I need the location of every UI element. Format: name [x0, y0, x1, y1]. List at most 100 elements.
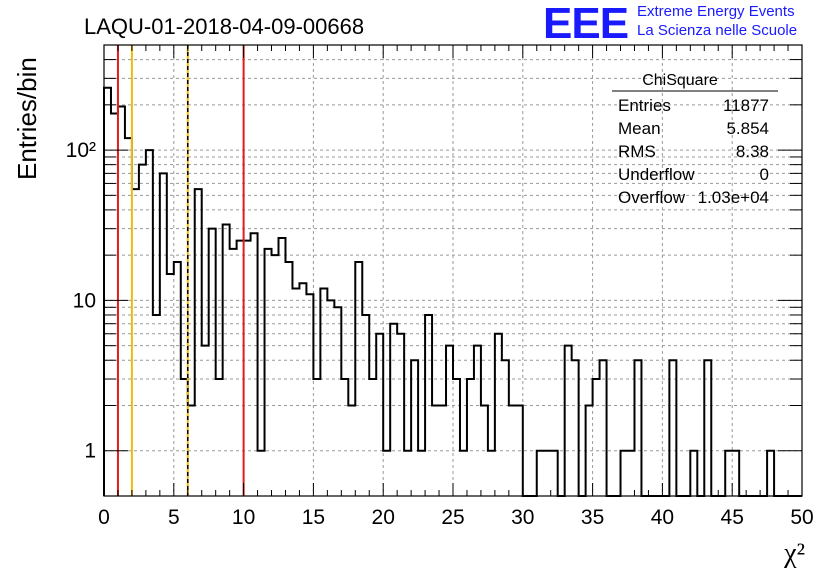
stats-label: Mean: [618, 119, 661, 138]
histogram-bin: [202, 346, 209, 496]
histogram-bin: [306, 294, 313, 496]
histogram-bin: [362, 315, 369, 496]
x-tick-label: 15: [302, 506, 325, 529]
stats-value: 8.38: [736, 142, 769, 161]
histogram-bin: [600, 360, 607, 496]
y-axis: 1 10 10²: [66, 44, 802, 463]
histogram-bin: [628, 451, 635, 496]
histogram-bin: [167, 274, 174, 496]
x-tick-label: 30: [511, 506, 534, 529]
histogram-bin: [251, 233, 258, 496]
histogram-bin: [341, 379, 348, 496]
histogram-bin: [439, 405, 446, 496]
histogram-bin: [481, 405, 488, 496]
y-tick-label: 1: [84, 440, 96, 463]
histogram-bin: [495, 334, 502, 496]
histogram-bin: [621, 451, 628, 496]
histogram-bin: [355, 262, 362, 496]
histogram-bin: [313, 379, 320, 496]
histogram-bin: [320, 289, 327, 496]
stats-value: 0: [760, 165, 769, 184]
histogram-bin: [516, 405, 523, 496]
histogram-bin: [181, 379, 188, 496]
histogram-bin: [132, 189, 139, 496]
x-tick-label: 0: [98, 506, 110, 529]
x-tick-label: 45: [721, 506, 744, 529]
histogram-bin: [139, 165, 146, 496]
histogram-bin: [767, 451, 774, 496]
histogram-bin: [376, 334, 383, 496]
histogram-bin: [118, 106, 125, 496]
histogram-bin: [265, 249, 272, 496]
x-axis-title: χ²: [783, 538, 805, 569]
x-axis: 0 5 10 15 20 25 30 35 40 45 50: [98, 45, 814, 529]
histogram-bin: [285, 262, 292, 496]
stats-label: Overflow: [618, 188, 686, 207]
histogram-bin: [195, 189, 202, 496]
histogram-bin: [104, 88, 111, 496]
histogram-bin: [404, 451, 411, 496]
y-axis-title: Entries/bin: [12, 57, 42, 180]
histogram-bin: [551, 451, 558, 496]
histogram-bin: [432, 405, 439, 496]
x-tick-label: 50: [790, 506, 813, 529]
histogram-bin: [348, 405, 355, 496]
stats-rows: Entries 11877 Mean 5.854 RMS 8.38 Underflow 0 Ov…: [618, 96, 769, 207]
histogram-bin: [425, 315, 432, 496]
histogram-bin: [488, 451, 495, 496]
histogram-bin: [160, 173, 167, 496]
histogram-bin: [411, 360, 418, 496]
histogram-bin: [390, 324, 397, 496]
histogram-bin: [146, 150, 153, 496]
histogram-bin: [509, 405, 516, 496]
stats-label: Entries: [618, 96, 671, 115]
threshold-lines: [116, 45, 245, 496]
histogram-bin: [537, 451, 544, 496]
histogram-bin: [565, 346, 572, 496]
y-tick-label: 10²: [66, 139, 96, 162]
x-tick-label: 40: [651, 506, 674, 529]
histogram-bin: [369, 379, 376, 496]
histogram-bin: [383, 451, 390, 496]
histogram-bin: [446, 346, 453, 496]
histogram-bin: [502, 360, 509, 496]
x-tick-label: 35: [581, 506, 604, 529]
histogram-bin: [223, 224, 230, 496]
y-tick-label: 10: [73, 289, 96, 312]
x-tick-label: 5: [168, 506, 180, 529]
histogram-bin: [327, 300, 334, 496]
x-tick-label: 20: [372, 506, 395, 529]
histogram-bin: [690, 451, 697, 496]
histogram-bin: [292, 289, 299, 496]
histogram-bin: [111, 114, 118, 496]
histogram-bin: [244, 241, 251, 496]
histogram-bin: [704, 360, 711, 496]
histogram-bin: [397, 334, 404, 496]
stats-title: ChiSquare: [642, 72, 718, 89]
stats-value: 11877: [723, 96, 769, 115]
histogram-bin: [725, 451, 732, 496]
stats-value: 1.03e+04: [698, 188, 769, 207]
stats-label: Underflow: [618, 165, 695, 184]
histogram-bin: [125, 138, 132, 496]
histogram-bin: [732, 451, 739, 496]
histogram-bin: [272, 255, 279, 496]
histogram-bin: [258, 451, 265, 496]
histogram-bin: [593, 379, 600, 496]
x-tick-label: 10: [232, 506, 255, 529]
histogram-bin: [188, 405, 195, 496]
histogram-bin: [153, 315, 160, 496]
histogram-bin: [216, 379, 223, 496]
histogram-bin: [237, 241, 244, 496]
logo-line-1: Extreme Energy Events: [637, 3, 795, 20]
logo-line-2: La Scienza nelle Scuole: [637, 22, 798, 39]
histogram-bin: [544, 451, 551, 496]
histogram-bin: [572, 360, 579, 496]
histogram-bin: [299, 283, 306, 496]
histogram-bin: [418, 451, 425, 496]
histogram-bin: [467, 379, 474, 496]
histogram-bin: [279, 238, 286, 496]
histogram-bin: [460, 451, 467, 496]
eee-logo: EEE: [543, 0, 629, 48]
